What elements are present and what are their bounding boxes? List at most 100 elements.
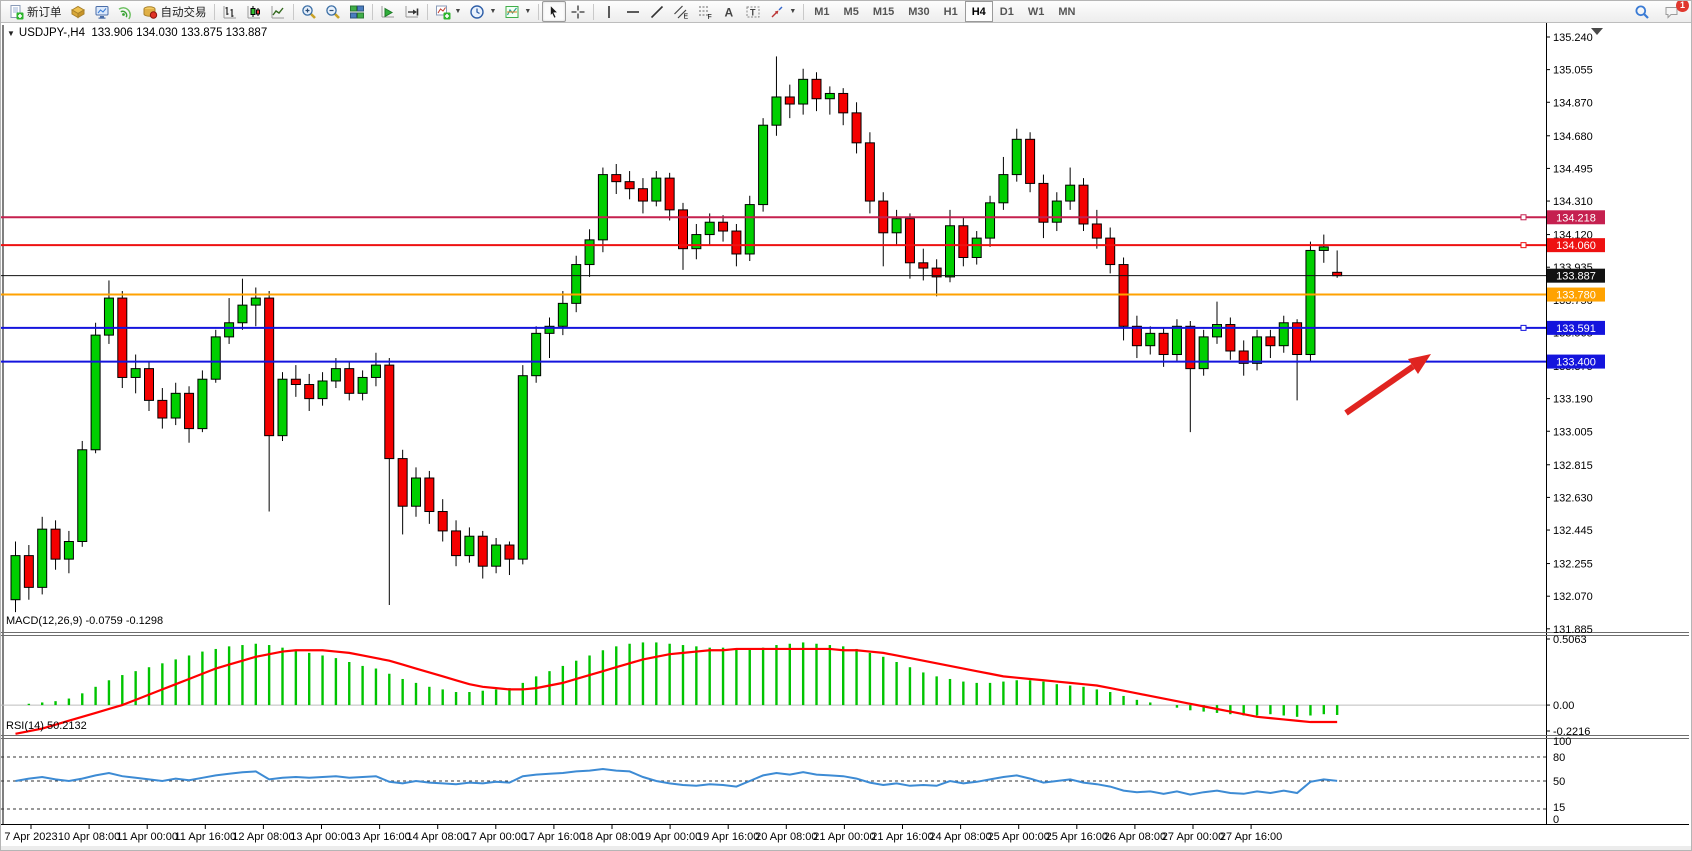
indicators-icon bbox=[435, 4, 451, 20]
candle bbox=[1198, 336, 1209, 370]
vertical-line-button[interactable] bbox=[597, 1, 621, 22]
tile-windows-button[interactable] bbox=[345, 1, 369, 22]
chart-ohlc: 133.906 134.030 133.875 133.887 bbox=[91, 27, 268, 39]
indicators-button[interactable]: ▼ bbox=[431, 1, 466, 22]
vertical-line-icon bbox=[601, 4, 617, 20]
candle bbox=[117, 297, 128, 378]
timeframe-M15[interactable]: M15 bbox=[872, 5, 895, 18]
timeframe-MN[interactable]: MN bbox=[1058, 5, 1076, 18]
svg-text:133.591: 133.591 bbox=[1556, 323, 1596, 335]
candle bbox=[557, 302, 568, 327]
chart-title: ▼ USDJPY-,H4 133.906 134.030 133.875 133.… bbox=[7, 27, 267, 39]
candle bbox=[63, 541, 74, 560]
hline-134.218[interactable]: 134.218 bbox=[1, 210, 1605, 225]
candle bbox=[1051, 200, 1062, 223]
bar-chart-mode-button[interactable] bbox=[218, 1, 242, 22]
svg-text:133.190: 133.190 bbox=[1553, 394, 1593, 406]
zoom-out-button[interactable] bbox=[321, 1, 345, 22]
candle bbox=[744, 204, 755, 255]
equidistant-channel-button[interactable]: E bbox=[669, 1, 693, 22]
candle bbox=[330, 368, 341, 382]
timeframe-M5[interactable]: M5 bbox=[843, 5, 859, 18]
annotation-arrow[interactable] bbox=[1344, 354, 1431, 416]
timeframe-D1[interactable]: D1 bbox=[999, 5, 1014, 18]
chart-symbol: USDJPY-,H4 bbox=[18, 27, 85, 39]
hline-133.887[interactable]: 133.887 bbox=[1, 268, 1605, 283]
timeframe-H1[interactable]: H1 bbox=[943, 5, 958, 18]
hline-133.591[interactable]: 133.591 bbox=[1, 320, 1605, 335]
candle bbox=[904, 218, 915, 264]
notification-badge: 1 bbox=[1676, 1, 1689, 12]
title-collapse-icon[interactable]: ▼ bbox=[7, 29, 15, 38]
candle bbox=[451, 530, 462, 557]
hline-134.060[interactable]: 134.060 bbox=[1, 238, 1605, 253]
chevron-down-icon[interactable]: ▼ bbox=[789, 8, 797, 15]
fibonacci-button[interactable]: F bbox=[693, 1, 717, 22]
zoom-in-button[interactable] bbox=[297, 1, 321, 22]
search-button[interactable] bbox=[1630, 1, 1654, 22]
candle bbox=[77, 449, 88, 543]
candle bbox=[824, 92, 835, 100]
chevron-down-icon[interactable]: ▼ bbox=[454, 8, 462, 15]
timeframe-W1[interactable]: W1 bbox=[1027, 5, 1045, 18]
new-chart-icon bbox=[70, 4, 86, 20]
horizontal-line-icon bbox=[625, 4, 641, 20]
auto-trading-icon bbox=[142, 4, 158, 20]
new-order-button[interactable]: 新订单 bbox=[4, 1, 66, 22]
time-axis-label: 27 Apr 00:00 bbox=[1162, 831, 1224, 843]
chart-canvas[interactable]: 135.240 135.055 134.870 134.680 134.495 134.3… bbox=[1, 23, 1692, 851]
chart-window[interactable]: ▼ USDJPY-,H4 133.906 134.030 133.875 133.… bbox=[1, 23, 1692, 851]
crosshair-button[interactable] bbox=[566, 1, 590, 22]
chart-shift-button[interactable] bbox=[400, 1, 424, 22]
auto-trading-button[interactable]: 自动交易 bbox=[138, 1, 211, 22]
candle bbox=[1105, 237, 1116, 266]
templates-button[interactable]: ▼ bbox=[500, 1, 535, 22]
svg-text:134.870: 134.870 bbox=[1553, 97, 1593, 109]
candle bbox=[637, 188, 648, 202]
candle bbox=[651, 177, 662, 202]
periods-button[interactable]: ▼ bbox=[465, 1, 500, 22]
auto-scroll-button[interactable] bbox=[376, 1, 400, 22]
text-label-button[interactable]: T bbox=[741, 1, 765, 22]
new-chart-button[interactable] bbox=[66, 1, 90, 22]
cursor-button[interactable] bbox=[542, 1, 567, 22]
svg-text:134.680: 134.680 bbox=[1553, 131, 1593, 143]
candle bbox=[210, 336, 221, 380]
candle bbox=[357, 376, 368, 394]
candle bbox=[224, 322, 235, 338]
candle bbox=[1011, 138, 1022, 176]
chevron-down-icon[interactable]: ▼ bbox=[524, 8, 532, 15]
chat-button[interactable]: 1 bbox=[1660, 1, 1689, 22]
arrows-button[interactable]: ▼ bbox=[765, 1, 800, 22]
candle bbox=[544, 325, 555, 334]
hline-133.780[interactable]: 133.780 bbox=[1, 287, 1605, 302]
signals-button[interactable] bbox=[114, 1, 138, 22]
candle bbox=[624, 181, 635, 190]
timeframe-M30[interactable]: M30 bbox=[908, 5, 930, 18]
candle bbox=[731, 230, 742, 255]
horizontal-line-button[interactable] bbox=[621, 1, 645, 22]
hline-133.400[interactable]: 133.400 bbox=[1, 354, 1605, 369]
time-axis-label: 14 Apr 08:00 bbox=[407, 831, 469, 843]
timeframe-M1[interactable]: M1 bbox=[814, 5, 830, 18]
time-axis-label: 13 Apr 00:00 bbox=[290, 831, 352, 843]
line-chart-mode-button[interactable] bbox=[266, 1, 290, 22]
candle bbox=[704, 221, 715, 236]
profiles-button[interactable] bbox=[90, 1, 114, 22]
candle bbox=[90, 334, 101, 451]
profiles-icon bbox=[94, 4, 110, 20]
text-button[interactable]: A bbox=[717, 1, 741, 22]
candle bbox=[998, 174, 1009, 204]
templates-icon bbox=[504, 4, 520, 20]
trendline-button[interactable] bbox=[645, 1, 669, 22]
chevron-down-icon[interactable]: ▼ bbox=[489, 8, 497, 15]
candle bbox=[758, 124, 769, 206]
candlestick-chart-mode-button[interactable] bbox=[242, 1, 266, 22]
timeframe-H4[interactable]: H4 bbox=[964, 1, 993, 22]
zoom-out-icon bbox=[325, 4, 341, 20]
candle bbox=[50, 528, 61, 560]
candle bbox=[1145, 332, 1156, 347]
cursor-icon bbox=[546, 4, 562, 20]
macd-histogram bbox=[27, 642, 1339, 717]
candle bbox=[1038, 182, 1049, 223]
